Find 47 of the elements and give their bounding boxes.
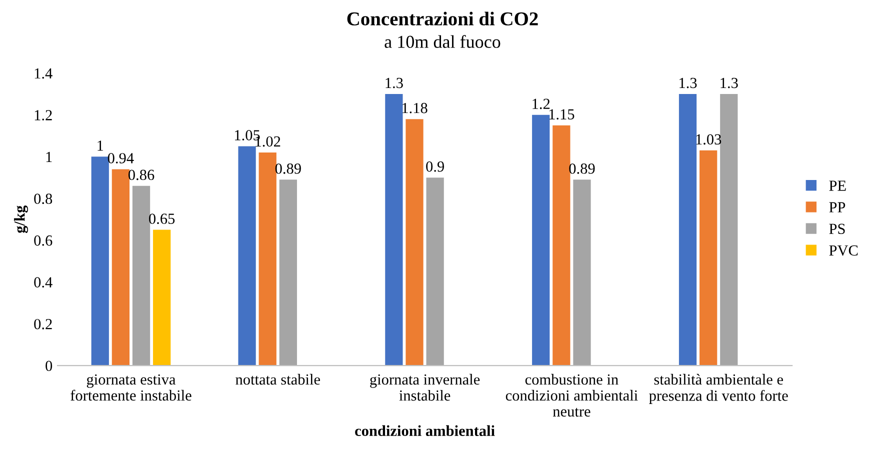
y-tick-label: 1 — [46, 152, 52, 162]
data-label: 1.18 — [402, 102, 428, 114]
bar — [112, 169, 130, 366]
y-tick-label: 0.8 — [34, 194, 52, 204]
bar — [385, 94, 403, 366]
bar — [532, 114, 550, 366]
data-label: 1.3 — [680, 78, 697, 88]
bar — [132, 186, 150, 366]
bar — [279, 180, 297, 366]
bar — [238, 146, 256, 366]
y-tick-label: 0.6 — [34, 235, 52, 246]
y-tick-label: 0.2 — [34, 318, 52, 330]
y-tick-label: 0.4 — [34, 277, 52, 288]
bar — [552, 125, 570, 366]
data-label: 0.9 — [426, 161, 444, 172]
x-tick-label: stabilità ambientale e presenza di vento forte — [649, 374, 788, 404]
chart-title: Concentrazioni di CO2 — [347, 12, 538, 26]
bar — [91, 156, 109, 366]
legend-label: PVC — [829, 245, 858, 256]
x-tick-label: giornata invernale instabile — [370, 374, 480, 401]
legend-label: PE — [829, 180, 846, 191]
chart-subtitle: a 10m dal fuoco — [384, 35, 500, 48]
data-label: 0.65 — [149, 214, 175, 224]
data-label: 0.94 — [108, 153, 134, 164]
x-tick-label: giornata estiva fortemente instabile — [70, 374, 192, 401]
legend-label: PS — [829, 224, 845, 234]
bar — [153, 230, 171, 366]
y-tick-label: 1.4 — [34, 68, 52, 79]
x-axis-title: condizioni ambientali — [355, 425, 495, 436]
data-label: 1.3 — [386, 78, 403, 88]
y-axis-title: g/kg — [14, 206, 28, 233]
bar — [573, 180, 591, 366]
data-label: 1.2 — [532, 98, 550, 110]
bar — [406, 119, 424, 366]
legend-label: PP — [829, 202, 846, 212]
bar — [700, 150, 718, 366]
y-tick-label: 1.2 — [34, 110, 52, 120]
data-label: 1.15 — [549, 109, 574, 120]
bar — [720, 94, 738, 366]
data-label: 1 — [98, 140, 104, 151]
data-label: 1.3 — [720, 78, 738, 88]
x-tick-label: nottata stabile — [236, 374, 320, 385]
x-tick-label: combustione in condizioni ambientali neutre — [506, 374, 638, 417]
bar — [678, 94, 697, 366]
bar — [426, 178, 444, 366]
bar — [258, 152, 276, 366]
y-tick-label: 0 — [46, 360, 52, 372]
